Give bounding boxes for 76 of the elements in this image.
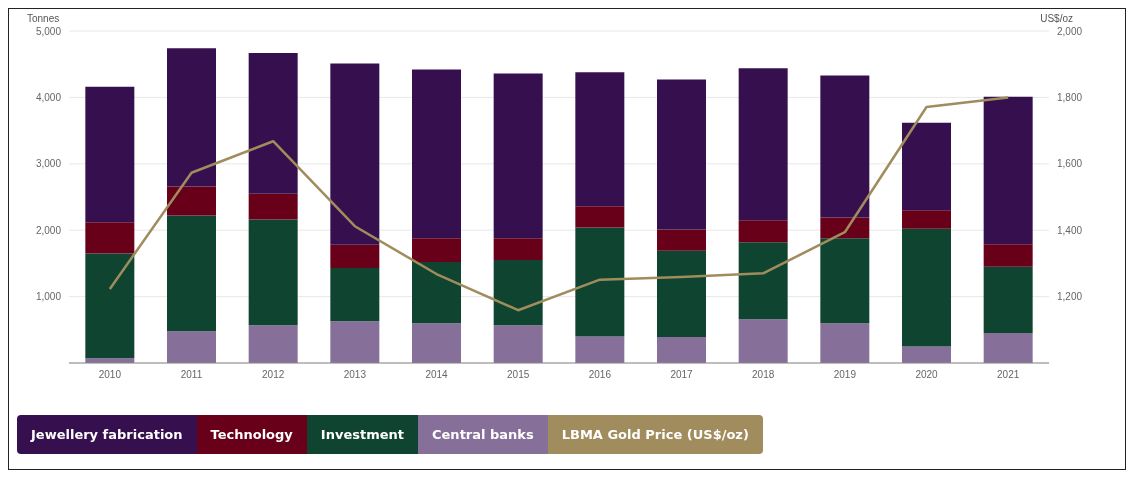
- bar: [983, 333, 1033, 363]
- y-tick-label: 2,000: [35, 224, 62, 236]
- line-series: [108, 96, 1010, 312]
- bar: [657, 337, 706, 363]
- bar: [85, 222, 135, 254]
- bar: [493, 73, 543, 239]
- bar: [657, 250, 706, 338]
- bar: [248, 325, 298, 363]
- x-tick-label: 2013: [343, 369, 367, 381]
- bar: [493, 325, 543, 363]
- y2-tick-label: 1,600: [1057, 158, 1083, 170]
- bar: [248, 193, 298, 220]
- bar: [330, 321, 380, 363]
- text: Jewellery fabrication: [17, 415, 197, 454]
- bar: [330, 244, 380, 269]
- bar: [167, 186, 216, 216]
- y-tick-label: 3,000: [35, 158, 62, 170]
- y-tick-label: 1,000: [35, 291, 62, 303]
- bar: [983, 244, 1033, 267]
- bar: [657, 229, 706, 251]
- bar: [738, 319, 788, 363]
- y-axis-title: Tonnes: [27, 13, 60, 24]
- bar: [412, 323, 461, 363]
- bar: [820, 75, 870, 218]
- bar: [412, 69, 461, 239]
- bar: [575, 336, 625, 363]
- y-tick-label: 5,000: [35, 25, 62, 37]
- x-tick-label: 2010: [98, 369, 122, 381]
- x-tick-label: 2011: [180, 369, 203, 381]
- bar: [493, 260, 543, 326]
- bar: [248, 52, 298, 194]
- bar: [248, 219, 298, 326]
- bar: [167, 331, 216, 363]
- bar: [820, 238, 870, 324]
- y2-tick-label: 1,400: [1057, 224, 1083, 236]
- x-tick-label: 2016: [588, 369, 612, 381]
- bar: [738, 220, 788, 243]
- y2-tick-label: 1,200: [1057, 291, 1083, 303]
- text: Technology: [196, 415, 307, 454]
- bar: [983, 96, 1033, 245]
- bar: [657, 79, 706, 230]
- x-tick-label: 2021: [997, 369, 1020, 381]
- y2-tick-label: 2,000: [1057, 25, 1083, 37]
- y-tick-label: 4,000: [35, 91, 62, 103]
- bar: [575, 72, 625, 207]
- x-tick-label: 2014: [425, 369, 449, 381]
- text: LBMA Gold Price (US$/oz): [547, 415, 763, 454]
- y2-tick-label: 1,800: [1057, 91, 1083, 103]
- bar: [738, 242, 788, 320]
- bar: [85, 86, 135, 223]
- text: Investment: [306, 415, 419, 454]
- x-tick-label: 2017: [670, 369, 694, 381]
- bar: [738, 68, 788, 221]
- bar: [412, 262, 461, 324]
- x-tick-label: 2020: [915, 369, 939, 381]
- bar: [493, 238, 543, 261]
- bar: [85, 253, 135, 359]
- bar: [902, 210, 951, 229]
- x-tick-label: 2012: [262, 369, 285, 381]
- bar: [575, 206, 625, 228]
- bar: [902, 228, 951, 347]
- bar: [330, 268, 380, 322]
- x-tick-label: 2019: [833, 369, 857, 381]
- bar: [575, 227, 625, 337]
- bar: [412, 238, 461, 263]
- bar: [902, 122, 951, 211]
- bar: [167, 215, 216, 332]
- bar: [167, 48, 216, 187]
- bar: [330, 63, 380, 245]
- bar: [902, 346, 951, 363]
- y2-axis-title: US$/oz: [1040, 13, 1073, 24]
- bar: [820, 323, 870, 363]
- bar: [983, 266, 1033, 334]
- x-tick-label: 2018: [752, 369, 775, 381]
- text: Central banks: [418, 415, 548, 454]
- x-tick-label: 2015: [507, 369, 530, 381]
